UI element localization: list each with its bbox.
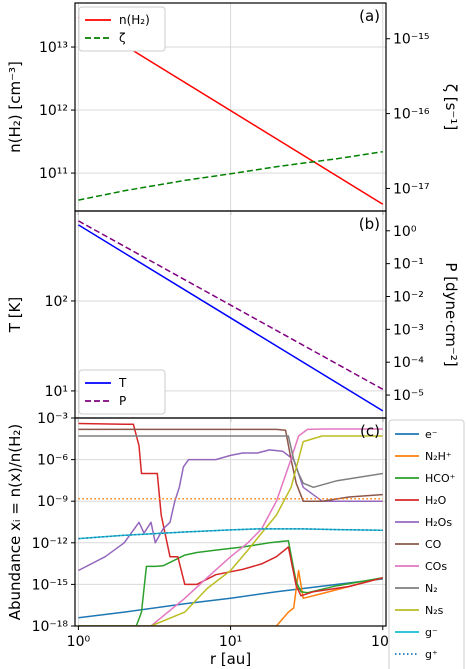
series-line-3: [78, 422, 383, 597]
y2-tick-label: 10⁻²: [393, 289, 424, 305]
y2-tick-label: 10⁻¹⁵: [393, 32, 429, 48]
y-tick-label: 10¹²: [39, 103, 68, 119]
series-line-2: [78, 540, 383, 626]
y-tick-label: 10⁻⁶: [37, 453, 68, 469]
legend: n(H₂) ζ: [78, 6, 166, 52]
y-tick-label: 10²: [45, 294, 68, 310]
panel-label: (a): [359, 7, 380, 25]
legend-label: e⁻: [425, 428, 438, 441]
series-group: [78, 220, 384, 412]
legend-box: [78, 369, 166, 415]
y2-axis-label: ζ [s⁻¹]: [442, 84, 460, 130]
x-axis-label: r [au]: [210, 650, 251, 668]
y2-tick-label: 10⁻³: [393, 322, 424, 338]
y-tick-label: 10¹¹: [39, 166, 68, 182]
y2-tick-label: 10⁰: [393, 224, 417, 240]
label-layer: 10¹³ 10¹² 10¹¹ 10⁻¹⁵ 10⁻¹⁶ 10⁻¹⁷ (a) n(H₂) [cm⁻…: [6, 6, 465, 669]
series-line-9: [78, 528, 383, 540]
y2-axis-label: P [dyne·cm⁻²]: [442, 262, 460, 366]
y-tick-label: 10⁻¹⁸: [32, 619, 69, 635]
legend-label: CO: [425, 538, 442, 551]
y-tick-label: 10⁻⁹: [37, 494, 68, 510]
y2-tick-label: 10⁻¹: [393, 257, 424, 273]
legend-label: g⁺: [425, 648, 438, 661]
y-tick-label: 10¹³: [39, 40, 68, 56]
legend-label: COs: [425, 560, 447, 573]
legend-label: g⁻: [425, 626, 438, 639]
panel-label: (b): [359, 215, 380, 233]
y-tick-label: 10⁻¹⁵: [32, 577, 68, 593]
y2-tick-label: 10⁻¹⁶: [393, 107, 430, 123]
legend-label: N₂: [425, 582, 438, 595]
legend-box: [78, 6, 166, 52]
y2-tick-label: 10⁻⁵: [393, 388, 424, 404]
series-line-1: [78, 220, 384, 390]
legend-label: P: [119, 394, 126, 408]
legend-label: N₂s: [425, 604, 444, 617]
legend-label: T: [118, 376, 127, 390]
y2-tick-label: 10⁻⁴: [393, 355, 424, 371]
series-line-0: [78, 224, 384, 412]
y2-tick-label: 10⁻¹⁷: [393, 181, 429, 197]
legend-label: H₂Os: [425, 516, 452, 529]
legend-label: N₂H⁺: [425, 450, 452, 463]
series-line-4: [78, 449, 383, 572]
legend-label: H₂O: [425, 494, 447, 507]
x-tick-label: 10⁰: [67, 634, 91, 650]
y-axis-label: Abundance xᵢ = n(x)/n(H₂): [6, 424, 24, 621]
panel-2: [71, 417, 387, 630]
series-line-1: [78, 150, 383, 201]
y-tick-label: 10¹: [45, 384, 68, 400]
y-tick-label: 10⁻¹²: [32, 536, 68, 552]
plot-layers: [71, 2, 390, 630]
x-tick-label: 10¹: [219, 634, 242, 650]
series-line-8: [78, 435, 383, 626]
legend-box: [388, 419, 465, 669]
legend: TP: [78, 369, 166, 415]
series-line-0: [78, 578, 383, 619]
y-axis-label: T [K]: [6, 297, 24, 333]
legend-label: ζ: [119, 31, 126, 45]
y-tick-label: 10⁻³: [37, 411, 68, 427]
legend-label: HCO⁺: [425, 472, 456, 485]
y-axis-label: n(H₂) [cm⁻³]: [6, 61, 24, 153]
series-group: [78, 422, 383, 626]
panel-label: (c): [360, 422, 380, 440]
series-line-1: [78, 569, 383, 626]
legend-label: n(H₂): [119, 13, 150, 27]
